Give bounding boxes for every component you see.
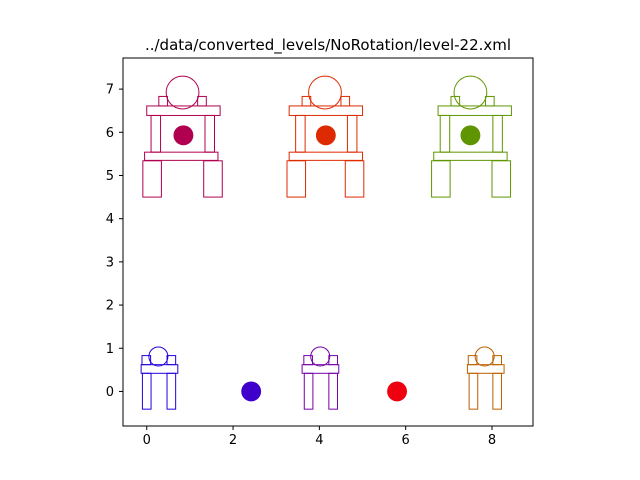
block-rect <box>466 364 505 374</box>
block-rect <box>303 355 313 366</box>
series-7 <box>466 346 505 410</box>
series-2 <box>431 75 512 198</box>
block-rect <box>467 355 478 366</box>
y-tick-label: 4 <box>106 212 114 227</box>
axis-ticks: 0 2 4 6 8 0 1 2 3 4 5 6 7 <box>106 83 496 448</box>
x-tick-label: 4 <box>315 433 323 448</box>
block-rect <box>142 160 162 198</box>
outline-circle <box>148 346 169 367</box>
y-tick-label: 1 <box>106 342 114 357</box>
block-rect <box>301 364 340 374</box>
block-rect <box>140 364 179 374</box>
y-tick-label: 7 <box>106 83 114 98</box>
block-rect <box>141 372 152 410</box>
block-rect <box>286 160 307 198</box>
block-rect <box>439 114 451 153</box>
block-rect <box>197 95 207 107</box>
plot-marks <box>140 75 512 410</box>
x-tick-label: 2 <box>229 433 237 448</box>
block-rect <box>166 372 177 410</box>
block-rect <box>303 372 314 410</box>
y-tick-label: 0 <box>106 385 114 400</box>
block-rect <box>450 95 461 107</box>
block-rect <box>492 114 503 153</box>
block-rect <box>485 95 495 107</box>
y-tick-label: 6 <box>106 126 114 141</box>
filled-circle <box>315 125 336 146</box>
x-tick-label: 0 <box>143 433 151 448</box>
filled-circle <box>460 125 481 146</box>
block-rect <box>492 372 502 410</box>
block-rect <box>328 372 338 410</box>
series-0 <box>142 75 223 198</box>
block-rect <box>437 105 512 116</box>
outline-circle <box>474 346 495 367</box>
block-rect <box>492 355 502 366</box>
y-tick-label: 3 <box>106 255 114 270</box>
block-rect <box>146 105 221 116</box>
series-5 <box>301 346 340 410</box>
block-rect <box>288 151 364 161</box>
filled-circle <box>173 125 194 146</box>
outline-circle <box>310 346 331 367</box>
outline-circle <box>165 75 200 110</box>
outline-circle <box>453 75 488 110</box>
y-tick-label: 5 <box>106 169 114 184</box>
x-tick-label: 6 <box>402 433 410 448</box>
block-rect <box>158 95 168 107</box>
block-rect <box>141 355 152 366</box>
series-1 <box>286 75 365 198</box>
series-6 <box>387 381 407 402</box>
block-rect <box>144 151 219 161</box>
block-rect <box>346 114 358 153</box>
block-rect <box>204 114 215 153</box>
block-rect <box>150 114 162 153</box>
block-rect <box>295 114 306 153</box>
series-4 <box>241 381 262 402</box>
block-rect <box>468 372 479 410</box>
block-rect <box>433 151 508 161</box>
axes-frame <box>122 57 534 427</box>
series-3 <box>140 346 179 410</box>
outline-circle <box>308 75 342 110</box>
block-rect <box>203 160 223 198</box>
chart-title: ../data/converted_levels/NoRotation/leve… <box>145 36 511 55</box>
block-rect <box>431 160 451 198</box>
y-tick-label: 2 <box>106 299 114 314</box>
block-rect <box>491 160 512 198</box>
filled-circle <box>387 381 407 402</box>
block-rect <box>344 160 365 198</box>
filled-circle <box>241 381 262 402</box>
block-rect <box>340 95 351 107</box>
x-tick-label: 8 <box>488 433 496 448</box>
block-rect <box>288 105 364 116</box>
